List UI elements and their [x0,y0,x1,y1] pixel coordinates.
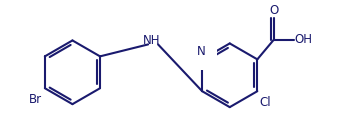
Text: NH: NH [143,34,161,47]
Text: O: O [269,4,279,17]
Text: Cl: Cl [259,96,271,109]
Text: N: N [197,45,205,58]
Text: Br: Br [29,93,42,106]
Text: OH: OH [295,33,313,46]
